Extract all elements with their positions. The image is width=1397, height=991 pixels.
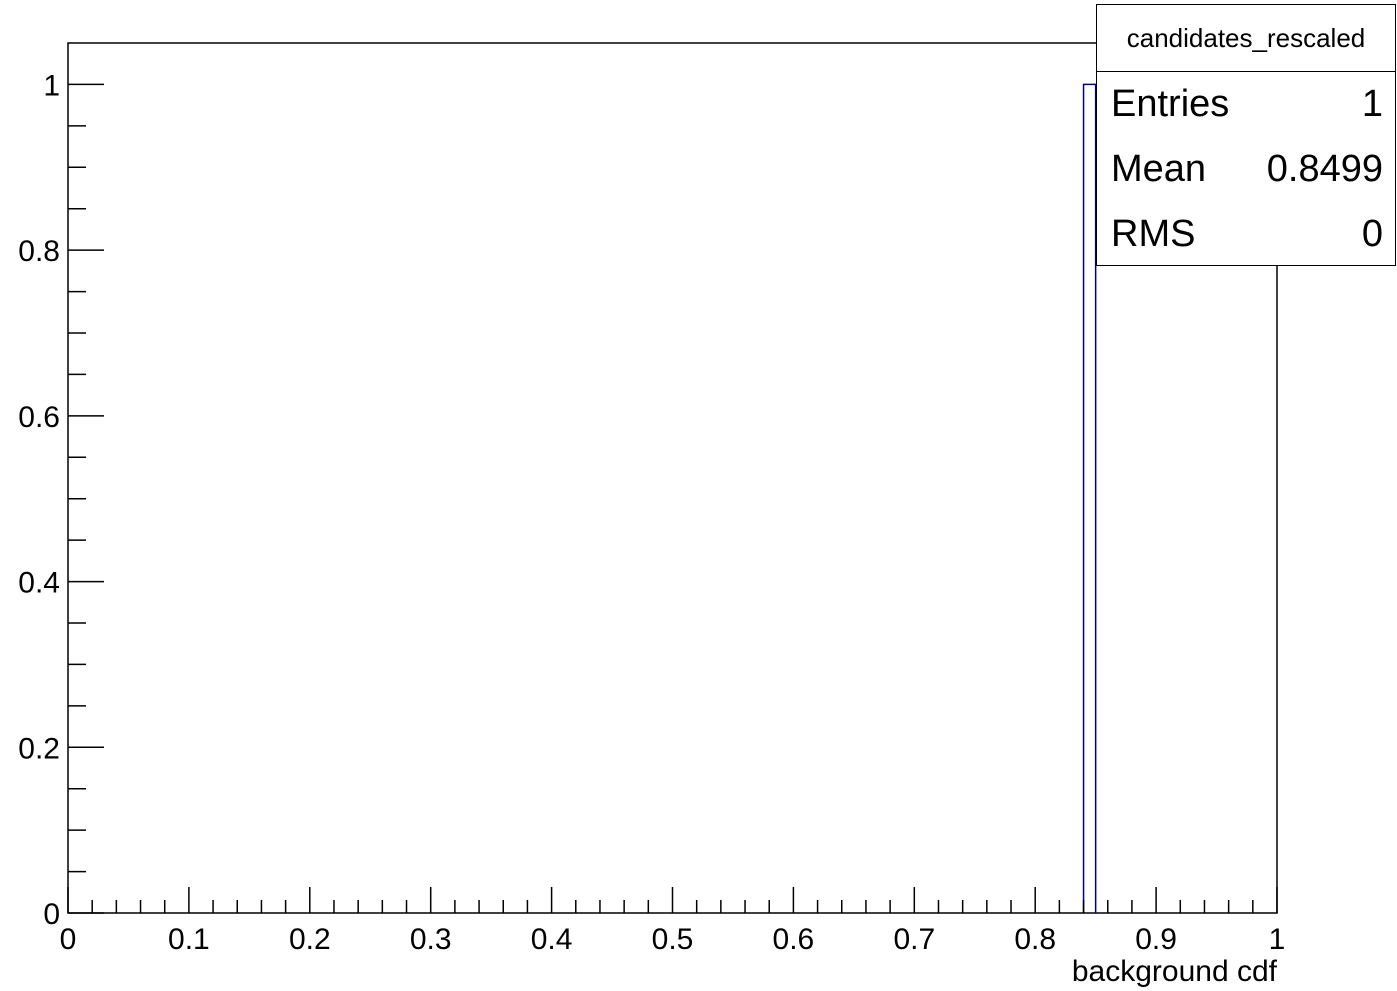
stat-row-mean: Mean 0.8499 (1097, 137, 1395, 202)
y-tick-label: 0.4 (18, 567, 60, 600)
x-tick-label: 0.9 (1135, 923, 1177, 956)
x-axis-label: background cdf (1072, 955, 1278, 988)
stat-row-rms: RMS 0 (1097, 202, 1395, 267)
stats-title: candidates_rescaled (1097, 5, 1395, 72)
histogram-bar (1082, 83, 1097, 913)
y-tick-label: 0.6 (18, 401, 60, 434)
x-tick-label: 0.5 (652, 923, 694, 956)
stat-label: Mean (1111, 148, 1207, 190)
stat-value: 0.8499 (1266, 148, 1383, 190)
x-tick-label: 1 (1269, 923, 1286, 956)
y-tick-label: 0.8 (18, 235, 60, 268)
y-tick-label: 0.2 (18, 732, 60, 765)
x-tick-label: 0.8 (1014, 923, 1056, 956)
histogram-bars (1082, 83, 1097, 913)
stat-row-entries: Entries 1 (1097, 72, 1395, 137)
stat-label: RMS (1111, 213, 1196, 255)
stat-value: 1 (1361, 83, 1383, 125)
x-tick-label: 0 (60, 923, 77, 956)
y-axis-ticks: 0 0.2 0.4 0.6 0.8 1 (18, 69, 104, 931)
x-tick-label: 0.1 (168, 923, 210, 956)
stat-value: 0 (1361, 213, 1383, 255)
y-tick-label: 0 (43, 898, 60, 931)
x-tick-label: 0.2 (289, 923, 331, 956)
stats-box: candidates_rescaled Entries 1 Mean 0.849… (1096, 4, 1396, 266)
x-tick-label: 0.4 (531, 923, 573, 956)
x-tick-label: 0.6 (773, 923, 815, 956)
stat-label: Entries (1111, 83, 1230, 125)
y-tick-label: 1 (43, 69, 60, 102)
x-tick-label: 0.3 (410, 923, 452, 956)
x-axis-ticks: 0 0.1 0.2 0.3 0.4 0.5 0.6 0.7 0.8 0.9 1 (60, 887, 1286, 956)
x-tick-label: 0.7 (893, 923, 935, 956)
